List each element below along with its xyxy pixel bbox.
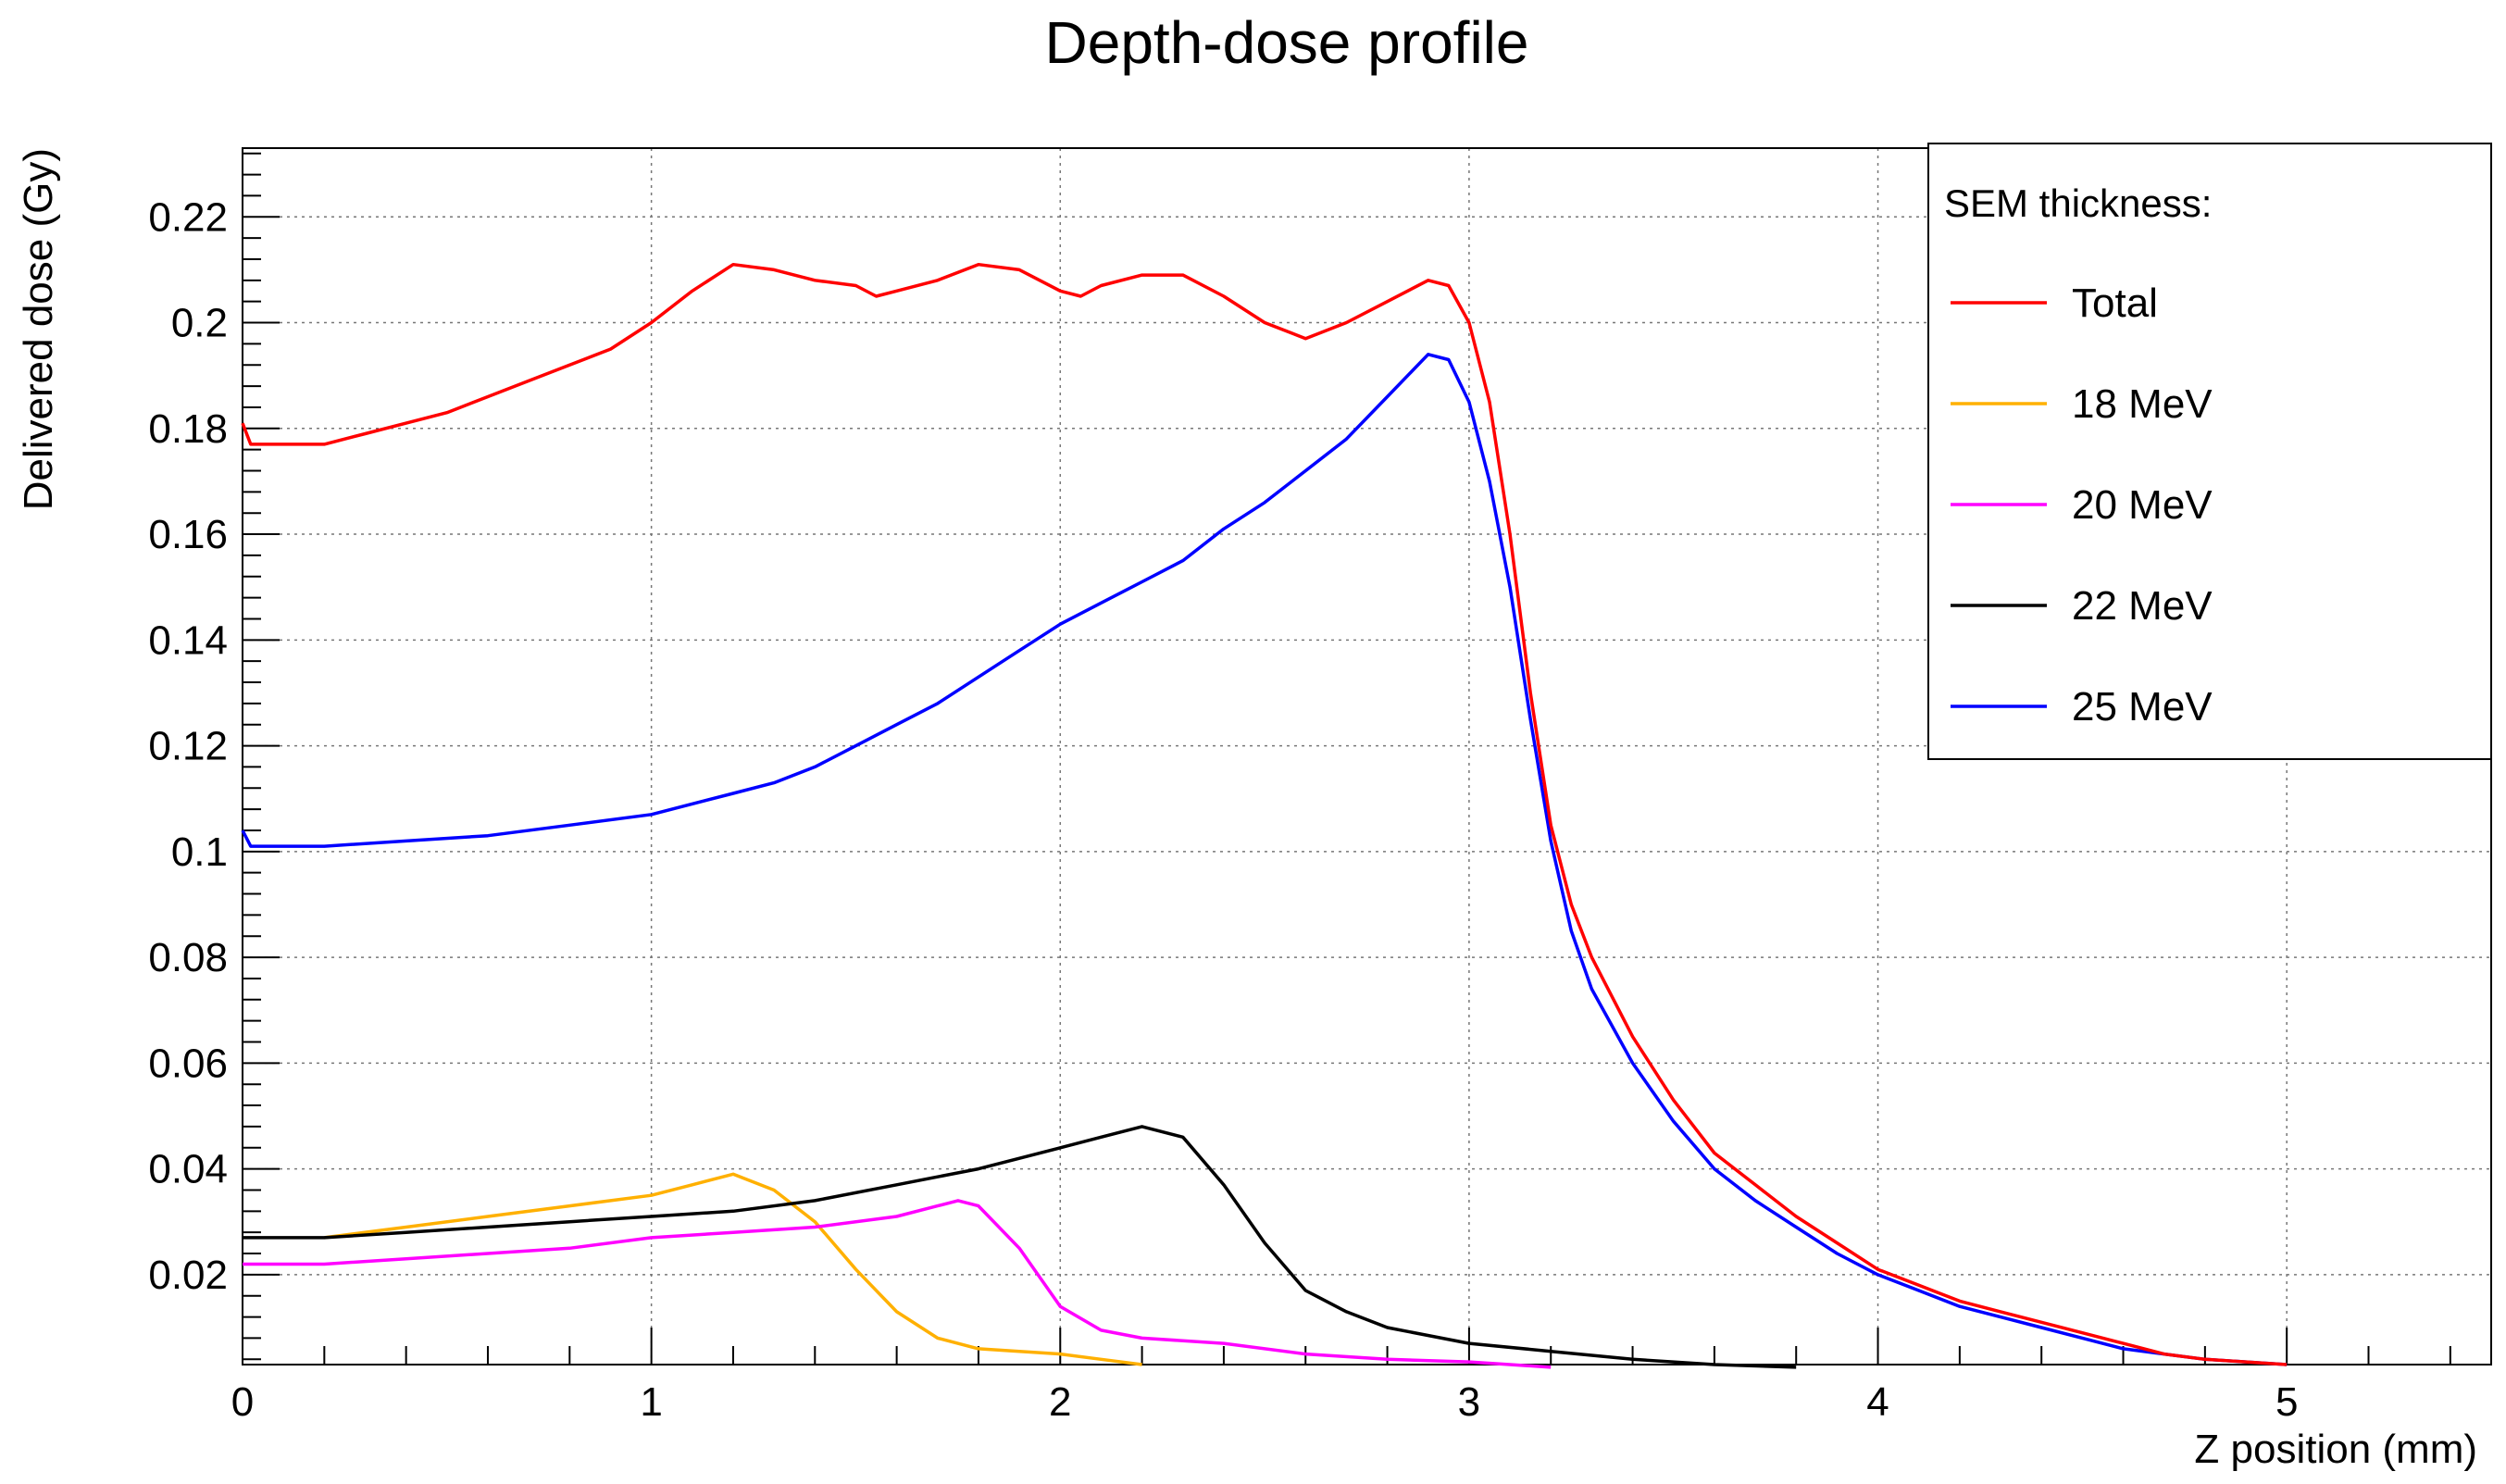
legend-box [1927, 143, 2492, 760]
series-line-25-mev [241, 353, 2288, 1366]
y-tick-label: 0.08 [148, 935, 228, 980]
x-tick-label: 3 [1458, 1379, 1480, 1425]
x-tick-label: 0 [231, 1379, 254, 1425]
x-tick-labels: 0 1 2 3 4 5 [231, 1379, 2299, 1425]
series-line-total [241, 262, 2288, 1366]
series-line-22-mev [243, 1125, 1797, 1369]
legend-label: 20 MeV [2072, 482, 2213, 528]
x-tick-label: 5 [2275, 1379, 2298, 1425]
y-tick-label: 0.16 [148, 512, 228, 557]
y-tick-label: 0.04 [148, 1147, 228, 1192]
series-line-20-mev [243, 1199, 1552, 1369]
chart-title: Depth-dose profile [1045, 9, 1529, 76]
legend-label: 18 MeV [2072, 381, 2213, 427]
x-tick-label: 4 [1866, 1379, 1889, 1425]
x-tick-label: 2 [1049, 1379, 1071, 1425]
y-tick-label: 0.22 [148, 194, 228, 240]
y-tick-label: 0.06 [148, 1041, 228, 1086]
y-tick-label: 0.02 [148, 1253, 228, 1298]
y-axis-label: Delivered dose (Gy) [16, 148, 61, 510]
legend-title: SEM thickness: [1944, 181, 2212, 225]
legend-label: 25 MeV [2072, 684, 2213, 730]
series-line-18-mev [324, 1172, 1142, 1366]
x-axis-label: Z position (mm) [2194, 1427, 2477, 1472]
y-tick-label: 0.14 [148, 617, 228, 663]
y-tick-label: 0.12 [148, 724, 228, 769]
legend-label: Total [2072, 281, 2158, 326]
y-tick-label: 0.18 [148, 406, 228, 452]
x-tick-label: 1 [640, 1379, 662, 1425]
legend-label: 22 MeV [2072, 583, 2213, 629]
axis-ticks [242, 152, 2451, 1365]
series-lines [241, 262, 2288, 1369]
y-tick-labels: 0.02 0.04 0.06 0.08 0.1 0.12 0.14 0.16 0.18 0.2 0.… [148, 194, 228, 1298]
legend-items: Total 18 MeV 20 MeV 22 MeV 25 MeV [1951, 281, 2213, 730]
y-tick-label: 0.1 [171, 829, 228, 875]
y-tick-label: 0.2 [171, 301, 228, 346]
legend: SEM thickness: Total 18 MeV 20 MeV 22 MeV 25… [1927, 143, 2492, 760]
